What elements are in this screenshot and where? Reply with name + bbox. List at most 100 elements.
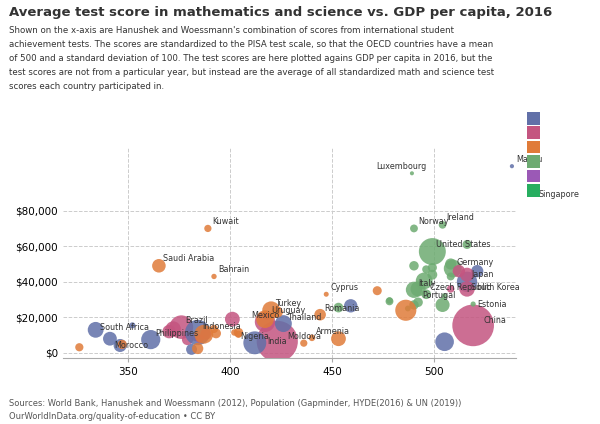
Point xyxy=(446,261,455,268)
Point xyxy=(193,345,202,352)
Text: Germany: Germany xyxy=(457,258,494,267)
Point xyxy=(409,301,419,308)
Point xyxy=(413,299,423,306)
Text: scores each country participated in.: scores each country participated in. xyxy=(9,82,164,91)
Text: Macau: Macau xyxy=(516,156,542,165)
Point xyxy=(154,262,164,269)
Point xyxy=(169,326,178,332)
Text: Sources: World Bank, Hanushek and Woessmann (2012), Population (Gapminder, HYDE(: Sources: World Bank, Hanushek and Woessm… xyxy=(9,399,461,408)
Point xyxy=(438,301,448,308)
Point xyxy=(193,329,202,336)
Point xyxy=(454,268,464,274)
Point xyxy=(307,335,317,341)
Text: test scores are not from a particular year, but instead are the average of all s: test scores are not from a particular ye… xyxy=(9,68,494,77)
Point xyxy=(438,221,448,228)
Point xyxy=(407,170,417,177)
Point xyxy=(230,329,239,336)
Point xyxy=(272,309,282,315)
Point xyxy=(266,307,276,314)
Point xyxy=(176,324,186,331)
Point xyxy=(203,225,212,232)
Text: achievement tests. The scores are standardized to the PISA test scale, so that t: achievement tests. The scores are standa… xyxy=(9,40,493,49)
Text: South Africa: South Africa xyxy=(100,323,149,332)
Point xyxy=(105,335,115,342)
Point xyxy=(373,287,382,294)
Text: Mexico: Mexico xyxy=(251,311,279,320)
Text: Estonia: Estonia xyxy=(477,300,507,310)
Text: Nigeria: Nigeria xyxy=(241,332,269,341)
Text: Luxembourg: Luxembourg xyxy=(377,162,427,170)
Text: Indonesia: Indonesia xyxy=(202,322,241,331)
Text: Czech Republic: Czech Republic xyxy=(430,284,491,293)
Text: Singapore: Singapore xyxy=(538,190,580,199)
Text: Portugal: Portugal xyxy=(422,291,455,301)
Point xyxy=(118,341,127,348)
Text: India: India xyxy=(268,337,287,346)
Point xyxy=(299,340,308,346)
Point xyxy=(209,273,219,280)
Text: Ireland: Ireland xyxy=(446,213,475,222)
Point xyxy=(146,336,155,343)
Point xyxy=(401,307,410,314)
Point xyxy=(428,271,437,278)
Point xyxy=(462,271,472,278)
Point xyxy=(233,331,243,338)
Point xyxy=(182,336,192,343)
Point xyxy=(187,346,196,353)
Point xyxy=(115,342,125,349)
Text: Moldova: Moldova xyxy=(287,332,321,341)
Point xyxy=(262,313,272,320)
Text: Armenia: Armenia xyxy=(316,327,350,336)
Text: Uruguay: Uruguay xyxy=(271,306,305,315)
Text: Shown on the x-axis are Hanushek and Woessmann's combination of scores from inte: Shown on the x-axis are Hanushek and Woe… xyxy=(9,26,454,35)
Point xyxy=(448,265,458,272)
Point xyxy=(191,334,200,340)
Text: Brazil: Brazil xyxy=(185,316,208,325)
Text: Romania: Romania xyxy=(324,304,359,313)
Point xyxy=(385,297,394,304)
Point xyxy=(469,322,478,329)
Text: Norway: Norway xyxy=(418,217,449,226)
Text: United States: United States xyxy=(436,240,491,249)
Text: Turkey: Turkey xyxy=(275,299,301,309)
Point xyxy=(462,285,472,292)
Point xyxy=(421,266,431,273)
Point xyxy=(440,338,449,345)
Point xyxy=(428,248,437,255)
Point xyxy=(227,316,237,323)
Point xyxy=(507,163,517,170)
Point xyxy=(440,293,449,299)
Point xyxy=(462,279,472,285)
Point xyxy=(260,318,270,325)
Point xyxy=(322,291,331,298)
Text: Bahrain: Bahrain xyxy=(218,265,249,274)
Point xyxy=(164,328,174,335)
Point xyxy=(385,298,394,305)
Point xyxy=(195,335,205,342)
Text: Average test score in mathematics and science vs. GDP per capita, 2016: Average test score in mathematics and sc… xyxy=(9,6,552,20)
Point xyxy=(421,291,431,298)
Text: Kuwait: Kuwait xyxy=(212,217,239,226)
Point xyxy=(272,338,282,345)
Point xyxy=(278,320,288,327)
Point xyxy=(462,241,472,248)
Point xyxy=(409,286,419,293)
Point xyxy=(413,285,423,292)
Text: Saudi Arabia: Saudi Arabia xyxy=(163,254,214,263)
Text: of 500 and a standard deviation of 100. The test scores are here plotted agains : of 500 and a standard deviation of 100. … xyxy=(9,54,493,63)
Text: Japan: Japan xyxy=(471,270,493,279)
Text: China: China xyxy=(484,316,506,325)
Point xyxy=(128,322,137,329)
Point xyxy=(91,326,100,333)
Point xyxy=(446,273,455,280)
Text: Thailand: Thailand xyxy=(287,313,322,322)
Text: Italy: Italy xyxy=(418,279,436,288)
Point xyxy=(74,344,84,351)
Point xyxy=(233,329,243,336)
Point xyxy=(211,330,221,337)
Point xyxy=(446,285,455,292)
Point xyxy=(346,302,356,309)
Point xyxy=(409,225,419,232)
Text: Philippines: Philippines xyxy=(155,329,198,338)
Point xyxy=(201,331,211,338)
